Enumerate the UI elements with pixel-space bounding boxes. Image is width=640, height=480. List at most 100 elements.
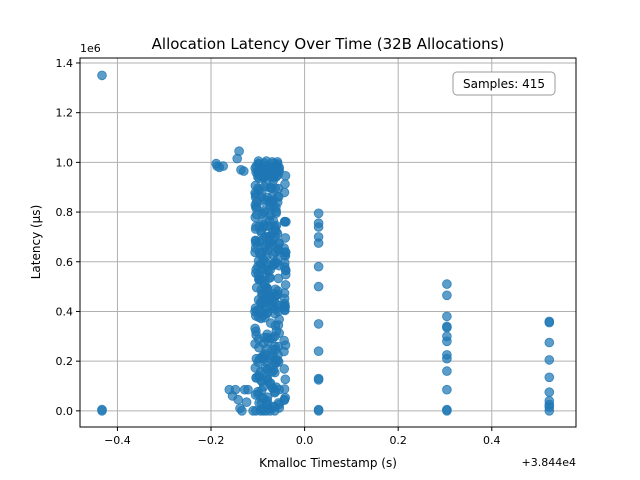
data-point xyxy=(442,290,452,301)
data-point xyxy=(442,366,452,376)
data-point xyxy=(544,387,555,398)
data-point xyxy=(313,238,324,248)
data-point xyxy=(313,222,324,232)
y-tick-label: 1.4 xyxy=(56,57,74,70)
data-point xyxy=(259,181,270,192)
x-tick-label: 0.2 xyxy=(389,434,407,447)
y-tick-label: 0.0 xyxy=(56,405,74,418)
data-point xyxy=(313,346,324,357)
data-point xyxy=(544,317,555,328)
plot-frame xyxy=(79,57,577,428)
data-point xyxy=(254,247,265,258)
data-point xyxy=(273,183,284,194)
y-scale-label: 1e6 xyxy=(80,42,101,55)
data-point xyxy=(233,394,244,405)
chart-title: Allocation Latency Over Time (32B Alloca… xyxy=(152,35,505,53)
data-point xyxy=(254,354,265,364)
data-point xyxy=(250,163,261,174)
data-point xyxy=(251,209,262,220)
data-points xyxy=(97,70,555,416)
data-point xyxy=(313,208,324,219)
data-point xyxy=(267,344,277,355)
data-point xyxy=(544,337,555,348)
data-point xyxy=(270,358,281,369)
data-point xyxy=(250,323,260,334)
y-axis-label: Latency (µs) xyxy=(29,205,43,280)
data-point xyxy=(442,384,452,395)
data-point xyxy=(270,308,280,319)
x-tick-label: −0.4 xyxy=(104,434,131,447)
data-point xyxy=(241,397,252,408)
data-point xyxy=(256,171,267,181)
data-point xyxy=(272,191,283,202)
x-tick-label: 0.0 xyxy=(296,434,314,447)
data-point xyxy=(232,153,243,164)
data-point xyxy=(262,245,273,256)
data-point xyxy=(280,233,291,243)
data-point xyxy=(97,70,107,81)
data-point xyxy=(280,251,291,261)
data-point xyxy=(251,268,261,279)
data-point xyxy=(269,387,280,398)
data-point xyxy=(265,403,275,414)
data-point xyxy=(251,236,261,246)
y-tick-label: 0.6 xyxy=(56,256,74,269)
data-point xyxy=(273,238,284,249)
x-axis-label: Kmalloc Timestamp (s) xyxy=(259,456,397,470)
x-tick-label: −0.2 xyxy=(198,434,225,447)
data-point xyxy=(261,372,272,383)
annotation-text: Samples: 415 xyxy=(463,77,545,91)
data-point xyxy=(442,311,452,322)
x-axis-ticks: −0.4 −0.2 0.0 0.2 0.4 xyxy=(104,427,501,447)
data-point xyxy=(544,355,555,365)
data-point xyxy=(253,389,263,399)
annotation-box xyxy=(452,71,556,96)
data-point xyxy=(279,346,289,357)
data-point xyxy=(237,405,247,416)
y-tick-label: 1.0 xyxy=(56,156,74,169)
data-point xyxy=(279,395,290,406)
data-point xyxy=(260,279,270,290)
data-point xyxy=(230,384,241,395)
data-point xyxy=(267,157,278,167)
data-point xyxy=(544,405,555,416)
y-tick-label: 0.8 xyxy=(56,206,74,219)
data-point xyxy=(280,374,291,385)
grid xyxy=(80,58,576,427)
data-point xyxy=(265,200,276,211)
data-point xyxy=(280,171,291,181)
data-point xyxy=(313,319,324,329)
data-point xyxy=(273,273,284,284)
data-point xyxy=(271,326,282,336)
data-point xyxy=(271,220,282,231)
data-point xyxy=(313,261,324,272)
y-axis-ticks: 0.0 0.2 0.4 0.6 0.8 1.0 1.2 1.4 xyxy=(56,57,80,418)
data-point xyxy=(280,280,291,290)
data-point xyxy=(313,405,324,416)
x-tick-label: 0.4 xyxy=(483,434,501,447)
y-tick-label: 0.4 xyxy=(56,305,74,318)
data-point xyxy=(442,279,452,289)
data-point xyxy=(254,221,265,232)
data-point xyxy=(263,336,273,347)
data-point xyxy=(260,312,270,323)
data-point xyxy=(261,264,272,275)
data-point xyxy=(279,364,290,374)
data-point xyxy=(442,353,452,364)
data-point xyxy=(239,166,249,176)
data-point xyxy=(279,384,290,394)
y-tick-label: 0.2 xyxy=(56,355,74,368)
data-point xyxy=(442,322,452,333)
data-point xyxy=(313,281,324,292)
data-point xyxy=(261,302,272,313)
data-point xyxy=(442,405,452,416)
data-point xyxy=(274,260,285,271)
data-point xyxy=(97,405,107,416)
data-point xyxy=(260,232,271,242)
samples-annotation: Samples: 415 xyxy=(452,71,556,96)
data-point xyxy=(544,372,555,383)
data-point xyxy=(279,216,290,227)
data-point xyxy=(271,168,282,178)
data-point xyxy=(218,161,229,171)
data-point xyxy=(255,297,266,308)
